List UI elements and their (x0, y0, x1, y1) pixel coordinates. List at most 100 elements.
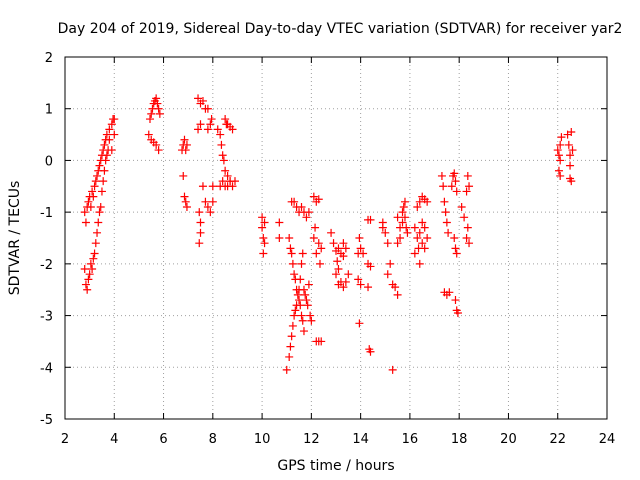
data-point-marker (567, 177, 576, 186)
data-point-marker (566, 151, 575, 160)
data-point-marker (290, 311, 299, 320)
data-point-marker (451, 244, 460, 253)
data-point-marker (288, 321, 297, 330)
data-point-marker (288, 259, 297, 268)
data-point-marker (285, 234, 294, 242)
data-point-marker (398, 218, 407, 227)
data-point-marker (93, 171, 102, 180)
data-point-marker (291, 306, 300, 315)
data-point-marker (393, 213, 402, 222)
data-point-marker (203, 125, 212, 134)
data-point-marker (217, 140, 226, 149)
grid (65, 57, 607, 419)
data-point-marker (393, 239, 402, 248)
data-point-marker (359, 249, 368, 258)
data-point-marker (460, 213, 469, 222)
x-tick-label: 22 (549, 432, 566, 447)
data-point-marker (180, 192, 189, 201)
data-point-marker (312, 249, 321, 258)
data-point-marker (145, 115, 154, 124)
data-point-marker (216, 130, 225, 139)
data-point-marker (110, 115, 119, 124)
data-point-marker (86, 202, 95, 211)
y-tick-label: 2 (45, 51, 53, 66)
data-point-marker (95, 208, 104, 217)
data-point-marker (221, 166, 230, 175)
data-point-marker (258, 213, 267, 222)
data-point-marker (105, 135, 114, 144)
data-point-marker (88, 187, 97, 196)
data-point-marker (356, 244, 365, 253)
data-point-marker (462, 234, 471, 242)
y-tick-label: -5 (40, 413, 53, 428)
data-point-marker (208, 197, 217, 206)
data-point-marker (154, 104, 163, 113)
data-point-marker (100, 166, 109, 175)
data-point-marker (282, 365, 291, 374)
y-axis: -5 -4 -3 -2 -1 0 1 2 (40, 51, 607, 428)
data-point-marker (567, 127, 576, 136)
data-point-marker (341, 244, 350, 253)
data-point-marker (441, 208, 450, 217)
x-tick-label: 2 (61, 432, 69, 447)
data-point-marker (259, 249, 268, 258)
x-tick-label: 4 (110, 432, 118, 447)
data-point-marker (228, 125, 237, 134)
data-point-marker (315, 259, 324, 268)
data-point-marker (297, 259, 306, 268)
data-point-marker (299, 327, 308, 336)
data-point-marker (206, 208, 215, 217)
data-point-marker (445, 288, 454, 297)
data-point-marker (299, 285, 308, 294)
chart-title: Day 204 of 2019, Sidereal Day-to-day VTE… (58, 21, 623, 37)
plot-frame (64, 56, 608, 420)
data-point-marker (396, 234, 405, 242)
data-point-marker (410, 249, 419, 258)
data-point-marker (102, 130, 111, 139)
data-point-marker (297, 311, 306, 320)
data-point-marker (334, 265, 343, 274)
data-point-marker (554, 166, 563, 175)
data-point-marker (203, 202, 212, 211)
data-point-marker (451, 296, 460, 305)
data-point-marker (260, 239, 269, 248)
data-point-marker (465, 182, 474, 191)
data-point-marker (218, 177, 227, 186)
data-point-marker (152, 140, 161, 149)
data-point-marker (110, 130, 119, 139)
data-point-marker (181, 146, 190, 155)
data-point-marker (564, 140, 573, 149)
data-point-marker (287, 332, 296, 341)
data-point-marker (386, 259, 395, 268)
data-point-marker (83, 285, 92, 294)
data-point-marker (447, 182, 456, 191)
data-point-marker (86, 259, 95, 268)
data-point-marker (554, 151, 563, 160)
data-point-marker (287, 249, 296, 258)
data-point-marker (230, 177, 239, 186)
x-tick-label: 24 (599, 432, 616, 447)
data-point-marker (100, 140, 109, 149)
data-point-marker (286, 244, 295, 253)
data-point-marker (354, 275, 363, 284)
data-point-marker (89, 254, 98, 263)
data-point-marker (317, 244, 326, 253)
data-point-marker (302, 213, 311, 222)
x-tick-label: 8 (209, 432, 217, 447)
data-point-marker (196, 228, 205, 237)
data-point-marker (80, 265, 89, 274)
data-point-marker (334, 280, 343, 289)
data-point-marker (258, 223, 267, 232)
data-point-marker (566, 161, 575, 170)
x-tick-label: 10 (254, 432, 271, 447)
y-tick-label: -3 (40, 310, 53, 325)
data-point-marker (423, 234, 432, 242)
data-point-marker (383, 239, 392, 248)
data-point-marker (91, 177, 100, 186)
data-point-marker (88, 265, 97, 274)
data-point-marker (93, 228, 102, 237)
data-point-marker (303, 301, 312, 310)
data-point-marker (81, 280, 90, 289)
data-point-marker (298, 316, 307, 325)
data-point-marker (107, 146, 116, 155)
